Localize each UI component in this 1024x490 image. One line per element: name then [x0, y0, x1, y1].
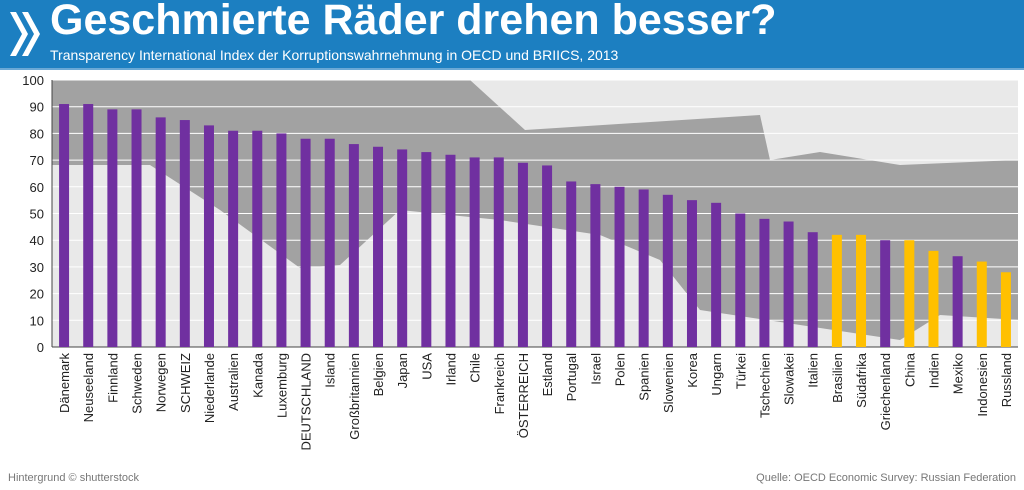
bar-39	[1000, 272, 1011, 347]
x-tick-label: SCHWEIZ	[178, 353, 193, 413]
bar-8	[252, 130, 263, 347]
y-tick-label: 0	[37, 340, 44, 355]
bar-3	[131, 109, 142, 347]
y-tick-label: 90	[30, 100, 44, 115]
x-tick-label: Luxemburg	[274, 353, 289, 418]
bar-13	[373, 146, 384, 347]
bar-33	[856, 234, 867, 347]
bar-20	[542, 165, 553, 347]
x-tick-label: Australien	[226, 353, 241, 411]
y-tick-label: 60	[30, 180, 44, 195]
x-tick-label: Tschechien	[757, 353, 772, 418]
bar-17	[469, 157, 480, 347]
y-tick-label: 10	[30, 313, 44, 328]
x-tick-label: Türkei	[733, 353, 748, 389]
y-tick-label: 70	[30, 153, 44, 168]
bar-21	[566, 181, 577, 347]
x-tick-label: Indonesien	[975, 353, 990, 417]
bar-35	[904, 240, 915, 347]
bar-32	[831, 234, 842, 347]
bar-19	[517, 162, 528, 347]
y-tick-label: 20	[30, 287, 44, 302]
x-tick-label: Slowenien	[661, 353, 676, 413]
x-tick-label: Belgien	[371, 353, 386, 396]
bar-31	[807, 232, 818, 347]
header: Geschmierte Räder drehen besser? Transpa…	[0, 0, 1024, 70]
bar-0	[59, 104, 70, 347]
bar-24	[638, 189, 649, 347]
x-tick-label: Portugal	[564, 353, 579, 402]
bar-chart: 0 10 20 30 40 50 60 70 80 90 100 Dänemark Neuseeland…	[22, 73, 1018, 451]
x-tick-label: Norwegen	[154, 353, 169, 412]
x-tick-label: Chile	[468, 353, 483, 383]
bar-12	[348, 144, 359, 347]
bar-25	[662, 194, 673, 347]
page-subtitle: Transparency International Index der Kor…	[50, 47, 619, 63]
x-tick-label: Brasilien	[830, 353, 845, 403]
x-tick-label: Italien	[806, 353, 821, 388]
page-title: Geschmierte Räder drehen besser?	[50, 0, 777, 44]
bar-14	[397, 149, 408, 347]
x-tick-label: Neuseeland	[81, 353, 96, 422]
bar-5	[179, 120, 190, 347]
x-tick-label: Ungarn	[709, 353, 724, 396]
y-tick-label: 40	[30, 233, 44, 248]
x-tick-label: Island	[323, 353, 338, 388]
bar-23	[614, 186, 625, 347]
bar-15	[421, 152, 432, 347]
x-tick-label: Kanada	[250, 352, 265, 398]
footer-source: Quelle: OECD Economic Survey: Russian Fe…	[756, 472, 1016, 484]
bar-10	[300, 138, 311, 347]
x-tick-label: Mexiko	[951, 353, 966, 394]
x-tick-label: Finnland	[105, 353, 120, 403]
bar-38	[976, 261, 987, 347]
x-tick-label: Russland	[999, 353, 1014, 407]
background-image-shape	[52, 80, 1018, 340]
x-tick-label: ÖSTERREICH	[516, 353, 531, 438]
bar-37	[952, 256, 963, 347]
x-tick-label: Indien	[926, 353, 941, 388]
bar-22	[590, 184, 601, 347]
x-tick-label: Südafrika	[854, 352, 869, 408]
bar-29	[759, 218, 770, 347]
footer-credit: Hintergrund © shutterstock	[8, 472, 139, 484]
x-tick-label: USA	[419, 353, 434, 380]
bar-36	[928, 250, 939, 347]
bar-30	[783, 221, 794, 347]
bar-16	[445, 154, 456, 347]
x-tick-label: Israel	[588, 353, 603, 385]
bar-11	[324, 138, 335, 347]
x-tick-label: Spanien	[637, 353, 652, 401]
bar-18	[493, 157, 504, 347]
bar-1	[83, 104, 94, 347]
y-tick-label: 80	[30, 126, 44, 141]
x-tick-label: Frankreich	[492, 353, 507, 414]
x-tick-label: Schweden	[130, 353, 145, 414]
bar-7	[228, 130, 239, 347]
bar-2	[107, 109, 118, 347]
x-tick-label: Großbritannien	[347, 353, 362, 440]
x-tick-label: Dänemark	[57, 353, 72, 413]
x-tick-label: Estland	[540, 353, 555, 396]
x-tick-label: Polen	[613, 353, 628, 386]
bar-4	[155, 117, 166, 347]
bar-26	[686, 200, 697, 347]
y-tick-label: 100	[22, 73, 44, 88]
oecd-logo-icon	[10, 12, 40, 56]
bar-28	[735, 213, 746, 347]
x-tick-label: Griechenland	[878, 353, 893, 430]
x-tick-label: Japan	[395, 353, 410, 388]
y-tick-label: 50	[30, 207, 44, 222]
bar-34	[880, 240, 891, 347]
x-tick-label: DEUTSCHLAND	[299, 353, 314, 451]
bar-9	[276, 133, 287, 347]
x-tick-label: Irland	[443, 353, 458, 386]
x-tick-label: Niederlande	[202, 353, 217, 423]
x-tick-label: Slowakei	[782, 353, 797, 405]
bar-6	[203, 125, 214, 347]
x-tick-label: China	[902, 352, 917, 387]
bar-27	[711, 202, 722, 347]
y-tick-label: 30	[30, 260, 44, 275]
x-tick-label: Korea	[685, 352, 700, 387]
